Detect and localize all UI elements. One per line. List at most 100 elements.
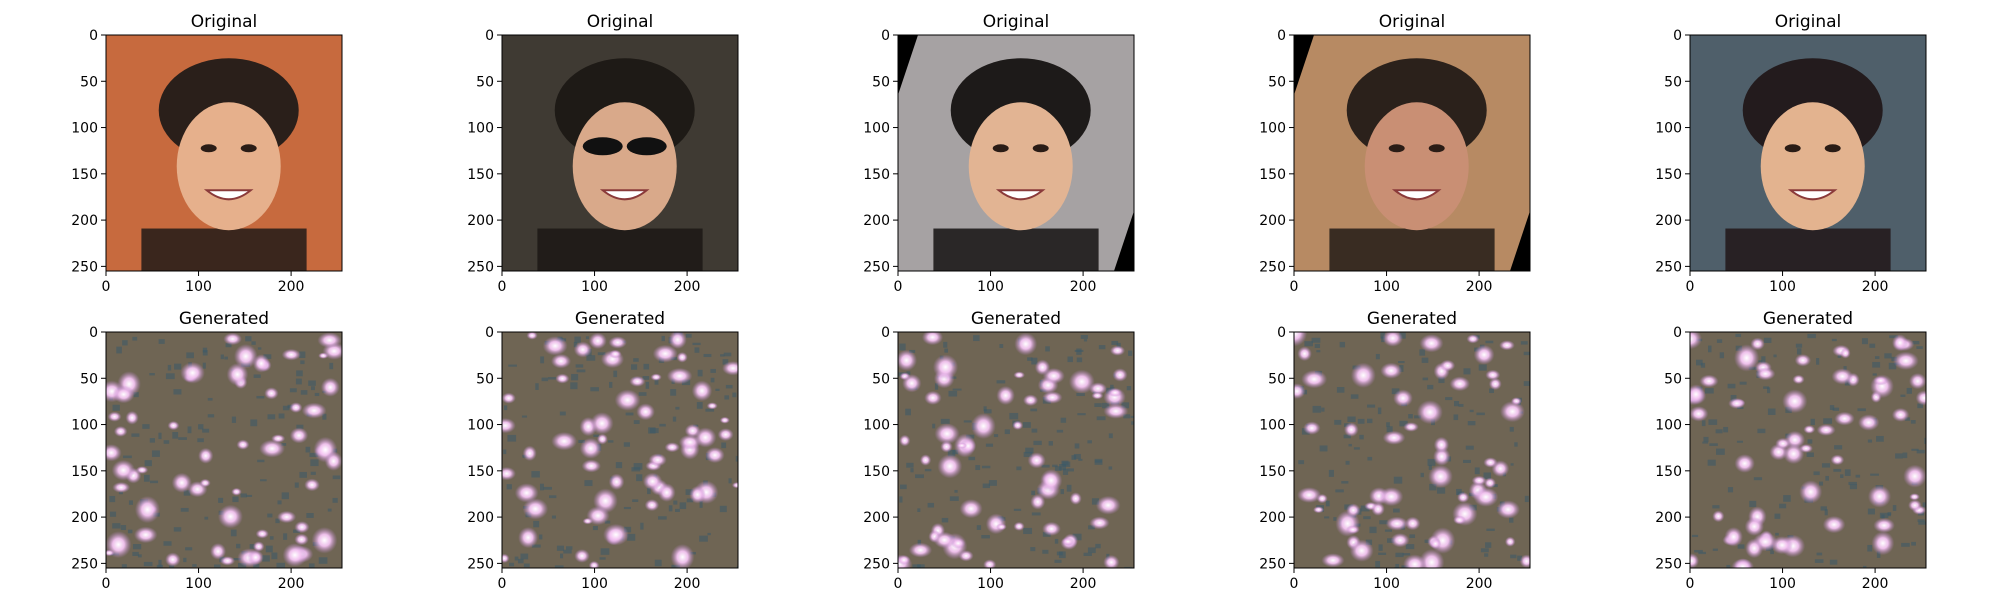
y-tick-label: 50	[1268, 74, 1286, 90]
axes-frame	[501, 34, 739, 272]
y-tick-label: 200	[1259, 213, 1286, 229]
y-tick-label: 200	[1655, 510, 1682, 526]
panel-title: Generated	[1367, 309, 1457, 329]
generated-noise-image	[502, 332, 738, 568]
panel-title: Generated	[575, 309, 665, 329]
y-tick-label: 100	[863, 418, 890, 434]
x-tick-label: 200	[278, 576, 305, 592]
y-tick-label: 0	[881, 28, 890, 44]
axes-frame	[501, 331, 739, 569]
original-face-image	[898, 35, 1134, 271]
x-tick-label: 0	[498, 279, 507, 295]
x-tick-label: 200	[1070, 279, 1097, 295]
y-tick-label: 250	[467, 556, 494, 572]
x-tick-label: 200	[278, 279, 305, 295]
x-tick-label: 0	[1290, 279, 1299, 295]
y-tick-label: 200	[467, 510, 494, 526]
panel-title: Original	[587, 12, 654, 32]
y-tick-label: 0	[89, 325, 98, 341]
x-tick-label: 100	[581, 279, 608, 295]
y-tick-label: 0	[1277, 28, 1286, 44]
y-tick-label: 0	[881, 325, 890, 341]
y-tick-label: 200	[863, 213, 890, 229]
original-face-image	[106, 35, 342, 271]
x-tick-label: 200	[674, 576, 701, 592]
axes-frame	[1293, 34, 1531, 272]
y-tick-label: 250	[863, 556, 890, 572]
y-tick-label: 150	[71, 464, 98, 480]
y-tick-label: 250	[1655, 259, 1682, 275]
x-tick-label: 100	[1373, 576, 1400, 592]
generated-noise-image	[898, 332, 1134, 568]
y-tick-label: 50	[1664, 74, 1682, 90]
x-tick-label: 100	[977, 576, 1004, 592]
y-tick-label: 150	[863, 464, 890, 480]
x-tick-label: 200	[1466, 576, 1493, 592]
x-tick-label: 100	[977, 279, 1004, 295]
y-tick-label: 0	[1673, 28, 1682, 44]
panel-title: Generated	[179, 309, 269, 329]
axes-frame	[897, 34, 1135, 272]
x-tick-label: 100	[1373, 279, 1400, 295]
y-tick-label: 50	[476, 74, 494, 90]
panel-title: Original	[191, 12, 258, 32]
y-tick-label: 100	[467, 418, 494, 434]
y-tick-label: 0	[1277, 325, 1286, 341]
y-tick-label: 100	[863, 121, 890, 137]
x-tick-label: 100	[185, 279, 212, 295]
x-tick-label: 200	[1862, 279, 1889, 295]
x-tick-label: 200	[1466, 279, 1493, 295]
y-tick-label: 250	[863, 259, 890, 275]
x-tick-label: 200	[1862, 576, 1889, 592]
y-tick-label: 250	[1259, 556, 1286, 572]
y-tick-label: 150	[1655, 464, 1682, 480]
x-tick-label: 100	[1769, 279, 1796, 295]
x-tick-label: 100	[185, 576, 212, 592]
panel-title: Original	[1775, 12, 1842, 32]
x-tick-label: 0	[102, 576, 111, 592]
y-tick-label: 50	[476, 371, 494, 387]
y-tick-label: 150	[71, 167, 98, 183]
axes-frame	[897, 331, 1135, 569]
y-tick-label: 150	[1655, 167, 1682, 183]
x-tick-label: 0	[894, 576, 903, 592]
generated-noise-image	[106, 332, 342, 568]
y-tick-label: 100	[1259, 418, 1286, 434]
y-tick-label: 150	[1259, 464, 1286, 480]
y-tick-label: 200	[1655, 213, 1682, 229]
y-tick-label: 250	[467, 259, 494, 275]
y-tick-label: 150	[467, 464, 494, 480]
y-tick-label: 100	[1259, 121, 1286, 137]
x-tick-label: 0	[498, 576, 507, 592]
x-tick-label: 0	[1686, 576, 1695, 592]
y-tick-label: 150	[1259, 167, 1286, 183]
y-tick-label: 250	[1259, 259, 1286, 275]
y-tick-label: 100	[1655, 121, 1682, 137]
panel-title: Generated	[1763, 309, 1853, 329]
y-tick-label: 100	[71, 121, 98, 137]
x-tick-label: 0	[1290, 576, 1299, 592]
original-face-image	[502, 35, 738, 271]
original-face-image	[1690, 35, 1926, 271]
y-tick-label: 0	[485, 28, 494, 44]
x-tick-label: 100	[581, 576, 608, 592]
x-tick-label: 0	[102, 279, 111, 295]
y-tick-label: 50	[1664, 371, 1682, 387]
y-tick-label: 0	[485, 325, 494, 341]
axes-frame	[1689, 34, 1927, 272]
y-tick-label: 250	[71, 259, 98, 275]
panel-title: Original	[1379, 12, 1446, 32]
y-tick-label: 0	[89, 28, 98, 44]
axes-frame	[105, 331, 343, 569]
y-tick-label: 50	[872, 371, 890, 387]
